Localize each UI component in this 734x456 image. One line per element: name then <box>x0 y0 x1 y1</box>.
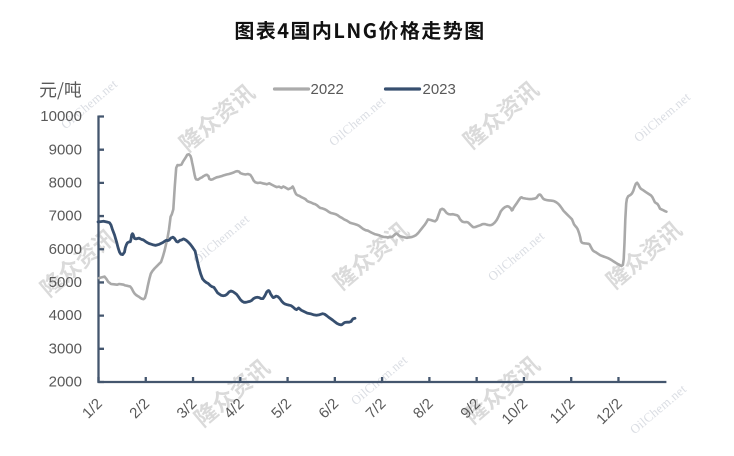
svg-text:3000: 3000 <box>49 340 82 357</box>
svg-text:8000: 8000 <box>49 175 82 192</box>
svg-text:2022: 2022 <box>311 81 344 98</box>
svg-text:2023: 2023 <box>423 81 456 98</box>
svg-text:5000: 5000 <box>49 274 82 291</box>
svg-text:2000: 2000 <box>49 374 82 391</box>
svg-text:6000: 6000 <box>49 241 82 258</box>
svg-text:10000: 10000 <box>40 108 82 125</box>
svg-text:4000: 4000 <box>49 307 82 324</box>
svg-text:7000: 7000 <box>49 208 82 225</box>
svg-text:9000: 9000 <box>49 141 82 158</box>
